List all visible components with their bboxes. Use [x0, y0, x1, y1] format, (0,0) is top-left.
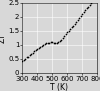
Point	[89, 4, 90, 6]
Point	[47, 42, 48, 43]
X-axis label: T (K): T (K)	[50, 83, 68, 91]
Point	[62, 37, 63, 38]
Point	[53, 42, 54, 43]
Point	[66, 32, 68, 33]
Point	[77, 19, 78, 21]
Point	[69, 28, 71, 30]
Point	[71, 27, 72, 28]
Point	[24, 58, 26, 60]
Point	[59, 41, 60, 42]
Point	[72, 25, 74, 26]
Point	[32, 52, 33, 53]
Point	[51, 41, 53, 43]
Point	[74, 23, 75, 25]
Point	[26, 57, 27, 58]
Point	[27, 56, 29, 57]
Point	[57, 41, 59, 43]
Point	[60, 39, 62, 40]
Point	[65, 33, 66, 35]
Point	[86, 8, 87, 9]
Y-axis label: ZT: ZT	[0, 33, 7, 43]
Point	[50, 41, 51, 43]
Point	[81, 13, 83, 15]
Point	[75, 22, 77, 23]
Point	[23, 59, 24, 61]
Point	[35, 50, 36, 51]
Point	[84, 9, 86, 11]
Point	[39, 46, 41, 48]
Point	[92, 1, 93, 2]
Point	[87, 6, 89, 7]
Point	[33, 51, 35, 52]
Point	[54, 42, 56, 43]
Point	[38, 47, 39, 49]
Point	[90, 3, 92, 4]
Point	[78, 17, 80, 19]
Point	[56, 42, 57, 43]
Point	[36, 48, 38, 50]
Point	[21, 60, 23, 62]
Point	[45, 42, 47, 44]
Point	[44, 43, 45, 45]
Point	[68, 30, 69, 31]
Point	[48, 42, 50, 43]
Point	[63, 35, 65, 36]
Point	[41, 45, 42, 47]
Point	[42, 44, 44, 46]
Point	[83, 11, 84, 12]
Point	[29, 55, 30, 56]
Point	[30, 53, 32, 55]
Point	[80, 15, 81, 16]
